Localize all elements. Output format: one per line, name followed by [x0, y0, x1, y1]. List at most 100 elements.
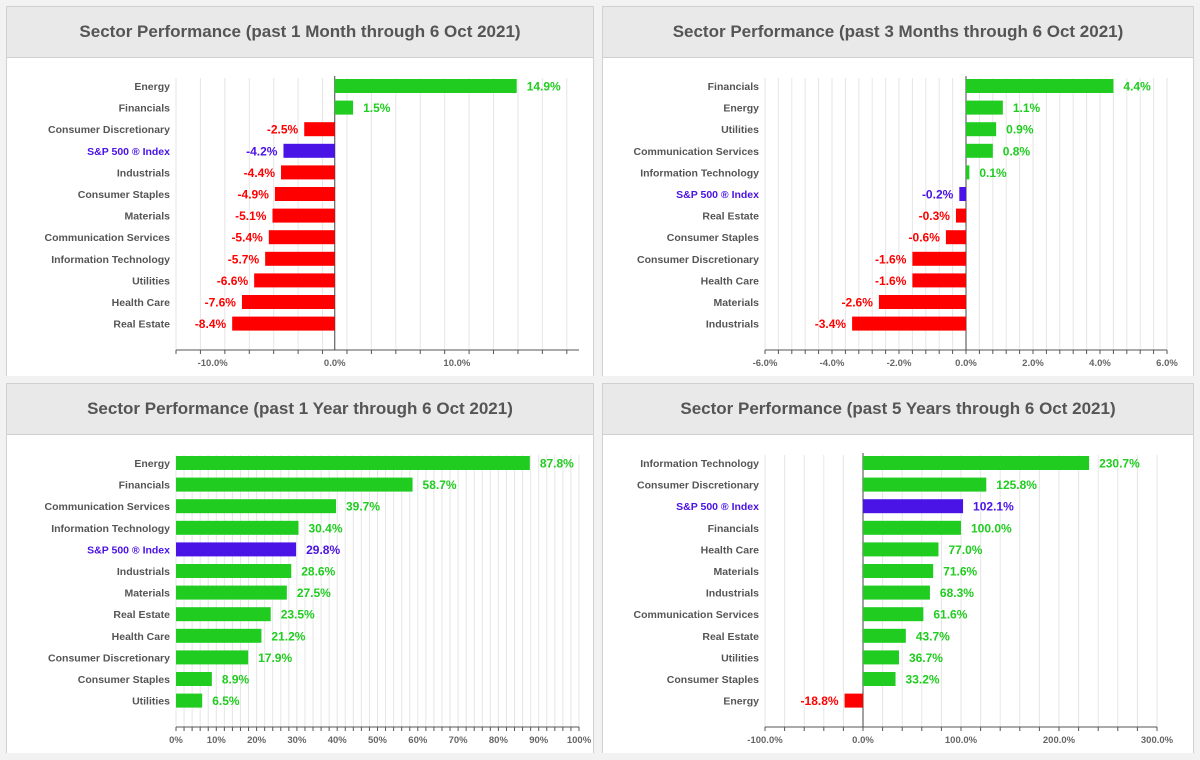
bar: [959, 187, 966, 201]
x-tick-label: 70%: [449, 735, 469, 746]
x-tick-label: 0.0%: [955, 358, 977, 369]
value-label: 39.7%: [346, 500, 380, 514]
value-label: -18.8%: [801, 694, 839, 708]
bar: [241, 295, 335, 309]
category-label: Communication Services: [45, 232, 171, 244]
value-label: 71.6%: [943, 565, 977, 579]
bar: [863, 672, 896, 686]
category-label: Utilities: [132, 275, 170, 287]
bar: [272, 208, 335, 223]
value-label: -8.4%: [195, 317, 227, 331]
value-label: 0.8%: [1003, 144, 1031, 158]
bar: [176, 672, 212, 686]
plot-area: -10.0% 0.0% 10.0% Energy 14.9% Financials 1.5%…: [7, 57, 593, 376]
value-label: -3.4%: [815, 317, 847, 331]
bar: [863, 499, 964, 514]
bar: [334, 79, 517, 93]
chart-title: Sector Performance (past 5 Years through…: [680, 399, 1116, 418]
bar: [863, 607, 924, 622]
category-label: Real Estate: [113, 609, 170, 621]
category-label: Energy: [723, 696, 759, 708]
category-label: Utilities: [721, 124, 759, 136]
bar: [176, 520, 299, 535]
x-tick-label: 0.0%: [852, 735, 874, 746]
bar: [304, 122, 335, 137]
value-label: 58.7%: [423, 478, 457, 492]
bar: [966, 122, 997, 137]
value-label: 1.1%: [1013, 101, 1041, 115]
value-label: -2.5%: [267, 123, 299, 137]
bar: [966, 100, 1003, 115]
bar: [955, 208, 966, 223]
category-label: Materials: [713, 297, 759, 309]
bar: [176, 607, 271, 622]
category-label: Consumer Staples: [667, 232, 759, 244]
bar: [274, 187, 335, 201]
value-label: -0.6%: [909, 231, 941, 245]
chart-title: Sector Performance (past 1 Year through …: [87, 399, 513, 418]
panel-5-years: Sector Performance (past 5 Years through…: [602, 383, 1194, 753]
value-label: 125.8%: [996, 478, 1037, 492]
value-label: 102.1%: [973, 500, 1014, 514]
category-label: S&P 500 ® Index: [87, 146, 170, 158]
panel-1-year: Sector Performance (past 1 Year through …: [6, 383, 594, 753]
bar: [334, 100, 354, 115]
bar: [863, 456, 1090, 470]
value-label: 68.3%: [940, 586, 974, 600]
bar: [945, 230, 966, 245]
bar: [966, 165, 970, 180]
chart-title: Sector Performance (past 3 Months throug…: [672, 22, 1124, 41]
bar: [863, 628, 906, 643]
value-label: -7.6%: [205, 296, 237, 310]
bar: [852, 316, 966, 331]
category-label: Energy: [134, 81, 170, 93]
bar: [912, 251, 966, 266]
value-label: 27.5%: [297, 586, 331, 600]
x-tick-label: 30%: [287, 735, 307, 746]
x-tick-label: -100.0%: [747, 735, 783, 746]
bar: [281, 165, 335, 180]
value-label: 21.2%: [271, 629, 305, 643]
bar: [863, 585, 930, 600]
bar: [966, 79, 1114, 93]
category-label: Consumer Staples: [667, 674, 759, 686]
category-label: Consumer Staples: [78, 674, 170, 686]
bar: [863, 542, 939, 557]
category-label: Real Estate: [113, 319, 170, 331]
x-tick-label: 100.0%: [945, 735, 978, 746]
category-label: Industrials: [117, 566, 170, 578]
value-label: 87.8%: [540, 457, 574, 471]
value-label: 6.5%: [212, 694, 240, 708]
bar: [176, 542, 297, 557]
plot-area: -6.0% -4.0% -2.0% 0.0% 2.0% 4.0% 6.0% Financial…: [603, 57, 1193, 376]
x-tick-label: 80%: [489, 735, 509, 746]
value-label: -5.7%: [228, 252, 260, 266]
x-tick-label: 50%: [368, 735, 388, 746]
bar: [176, 499, 336, 514]
value-label: -1.6%: [875, 274, 907, 288]
value-label: 100.0%: [971, 521, 1012, 535]
x-tick-label: 40%: [328, 735, 348, 746]
value-label: 28.6%: [301, 565, 335, 579]
bar: [268, 230, 335, 245]
value-label: -4.9%: [238, 188, 270, 202]
category-label: Energy: [134, 458, 170, 470]
category-label: Consumer Discretionary: [48, 652, 170, 664]
value-label: 17.9%: [258, 651, 292, 665]
x-tick-label: 4.0%: [1089, 358, 1111, 369]
bar: [863, 520, 961, 535]
x-tick-label: 10.0%: [443, 358, 470, 369]
x-tick-label: 6.0%: [1156, 358, 1178, 369]
x-tick-label: 20%: [247, 735, 267, 746]
value-label: -5.4%: [231, 231, 263, 245]
value-label: 36.7%: [909, 651, 943, 665]
value-label: -1.6%: [875, 252, 907, 266]
x-tick-label: 100%: [567, 735, 592, 746]
category-label: Health Care: [701, 275, 760, 287]
bar-chart-1-year: 0% 10% 20% 30% 40% 50% 60% 70% 80% 90% 100% Energy 8…: [45, 455, 592, 746]
value-label: -0.2%: [922, 188, 954, 202]
category-label: Information Technology: [640, 458, 759, 470]
category-label: Health Care: [701, 544, 760, 556]
panel-1-month: Sector Performance (past 1 Month through…: [6, 6, 594, 376]
x-tick-label: 200.0%: [1043, 735, 1076, 746]
